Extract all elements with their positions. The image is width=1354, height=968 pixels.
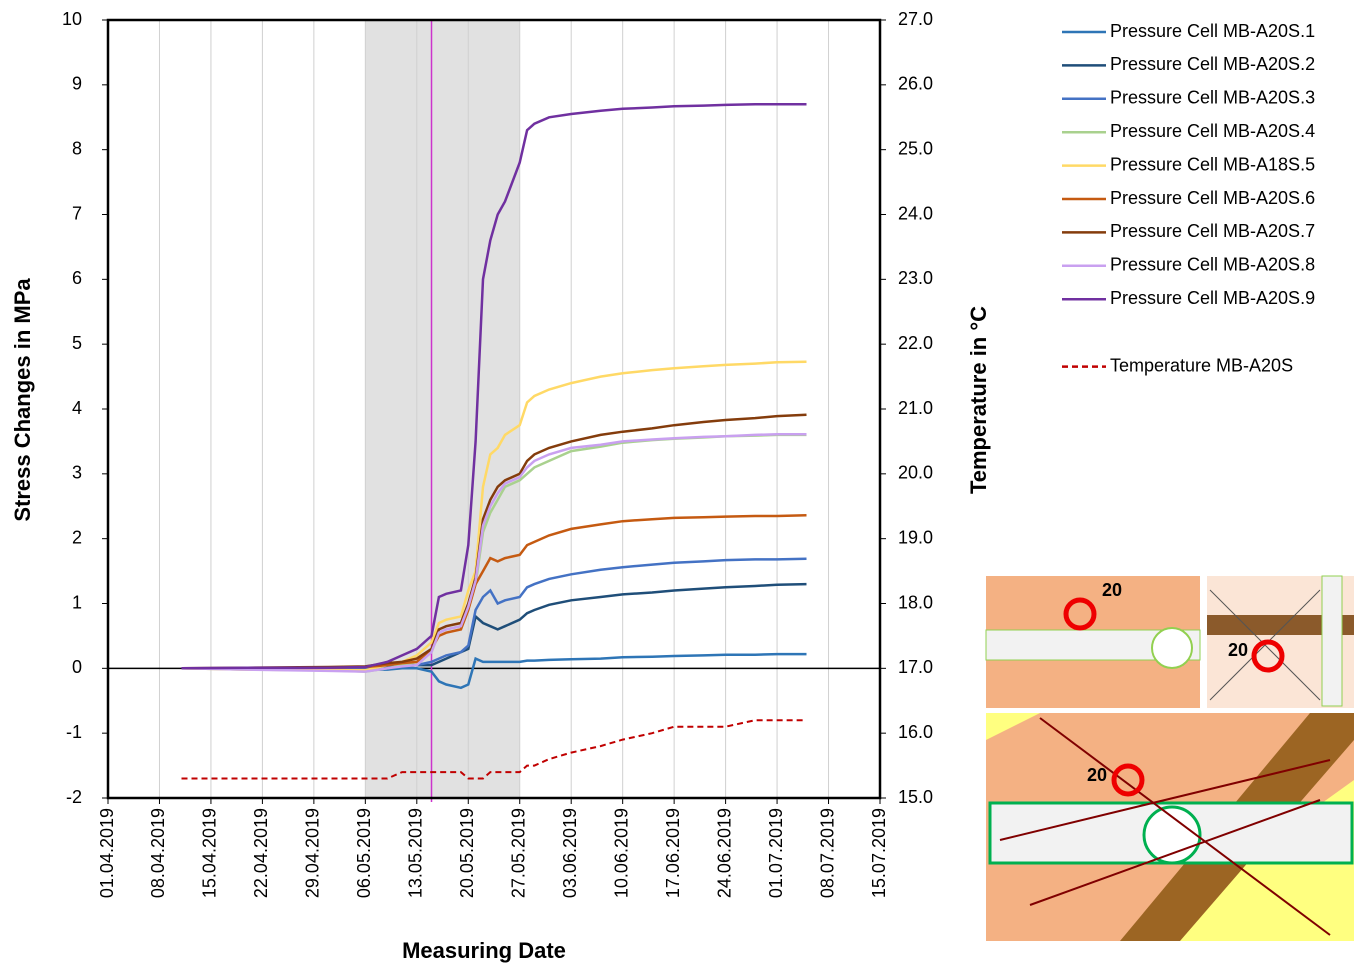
legend-label: Pressure Cell MB-A20S.8 xyxy=(1110,255,1315,275)
y-tick-label: 8 xyxy=(72,138,82,158)
x-tick-label: 01.07.2019 xyxy=(766,808,786,898)
y-axis-label: Stress Changes in MPa xyxy=(10,278,35,522)
x-tick-label: 29.04.2019 xyxy=(303,808,323,898)
series-line xyxy=(181,433,807,673)
x-tick-label: 03.06.2019 xyxy=(560,808,580,898)
inset-line xyxy=(1039,717,1331,936)
plot-frame xyxy=(106,18,882,800)
inset-marker xyxy=(1111,763,1145,797)
inset-tunnel xyxy=(1321,575,1343,707)
y2-tick-label: 22.0 xyxy=(898,333,933,353)
y2-tick-label: 19.0 xyxy=(898,527,933,547)
shaded-range xyxy=(365,20,520,798)
series-line xyxy=(181,103,807,670)
y-tick-label: 3 xyxy=(72,463,82,483)
x-tick-label: 17.06.2019 xyxy=(663,808,683,898)
y-tick-label: 4 xyxy=(72,398,82,418)
y-tick-label: 5 xyxy=(72,333,82,353)
y-tick-label: 10 xyxy=(62,9,82,29)
series-line xyxy=(181,719,807,780)
y2-tick-label: 21.0 xyxy=(898,398,933,418)
inset-label: 20 xyxy=(1102,580,1122,600)
x-tick-label: 15.07.2019 xyxy=(869,808,889,898)
y-tick-label: 9 xyxy=(72,74,82,94)
x-tick-label: 08.07.2019 xyxy=(817,808,837,898)
x-tick-label: 15.04.2019 xyxy=(200,808,220,898)
inset-line xyxy=(1209,589,1321,701)
x-tick-label: 24.06.2019 xyxy=(714,808,734,898)
legend-label: Pressure Cell MB-A20S.4 xyxy=(1110,121,1315,141)
y-tick-label: -2 xyxy=(66,787,82,807)
y2-tick-label: 20.0 xyxy=(898,463,933,483)
y-tick-label: 6 xyxy=(72,268,82,288)
x-tick-label: 22.04.2019 xyxy=(251,808,271,898)
y2-tick-label: 17.0 xyxy=(898,657,933,677)
y2-tick-label: 25.0 xyxy=(898,138,933,158)
x-tick-label: 06.05.2019 xyxy=(354,808,374,898)
x-tick-label: 01.04.2019 xyxy=(97,808,117,898)
y-tick-label: 1 xyxy=(72,592,82,612)
legend-label: Pressure Cell MB-A18S.5 xyxy=(1110,154,1315,174)
y2-axis-label: Temperature in °C xyxy=(966,306,991,494)
inset-label: 20 xyxy=(1087,765,1107,785)
y2-tick-label: 24.0 xyxy=(898,203,933,223)
legend-label: Pressure Cell MB-A20S.9 xyxy=(1110,288,1315,308)
inset-line xyxy=(1029,799,1321,906)
x-axis-label: Measuring Date xyxy=(402,938,566,963)
y2-tick-label: 16.0 xyxy=(898,722,933,742)
x-tick-label: 13.05.2019 xyxy=(406,808,426,898)
legend-label: Pressure Cell MB-A20S.2 xyxy=(1110,54,1315,74)
inset-marker xyxy=(1251,639,1285,673)
series-line xyxy=(181,413,807,670)
insets: 20 20 20 xyxy=(985,575,1354,941)
y2-tick-label: 15.0 xyxy=(898,787,933,807)
inset-shape xyxy=(1151,627,1193,669)
x-tick-label: 08.04.2019 xyxy=(148,808,168,898)
y2-tick-label: 27.0 xyxy=(898,9,933,29)
y2-tick-label: 23.0 xyxy=(898,268,933,288)
y2-tick-label: 26.0 xyxy=(898,74,933,94)
inset-label: 20 xyxy=(1228,640,1248,660)
legend-label: Temperature MB-A20S xyxy=(1110,355,1293,375)
series-line xyxy=(181,652,807,690)
inset-layer xyxy=(1207,615,1354,635)
y-tick-label: -1 xyxy=(66,722,82,742)
x-tick-label: 27.05.2019 xyxy=(508,808,528,898)
legend-label: Pressure Cell MB-A20S.3 xyxy=(1110,88,1315,108)
y-tick-label: 0 xyxy=(72,657,82,677)
x-tick-label: 10.06.2019 xyxy=(611,808,631,898)
inset-line xyxy=(999,759,1331,841)
y2-tick-label: 18.0 xyxy=(898,592,933,612)
legend-label: Pressure Cell MB-A20S.6 xyxy=(1110,188,1315,208)
inset-marker xyxy=(1063,597,1097,631)
y-tick-label: 7 xyxy=(72,203,82,223)
x-tick-label: 20.05.2019 xyxy=(457,808,477,898)
y-tick-label: 2 xyxy=(72,527,82,547)
legend-label: Pressure Cell MB-A20S.7 xyxy=(1110,221,1315,241)
legend-label: Pressure Cell MB-A20S.1 xyxy=(1110,21,1315,41)
